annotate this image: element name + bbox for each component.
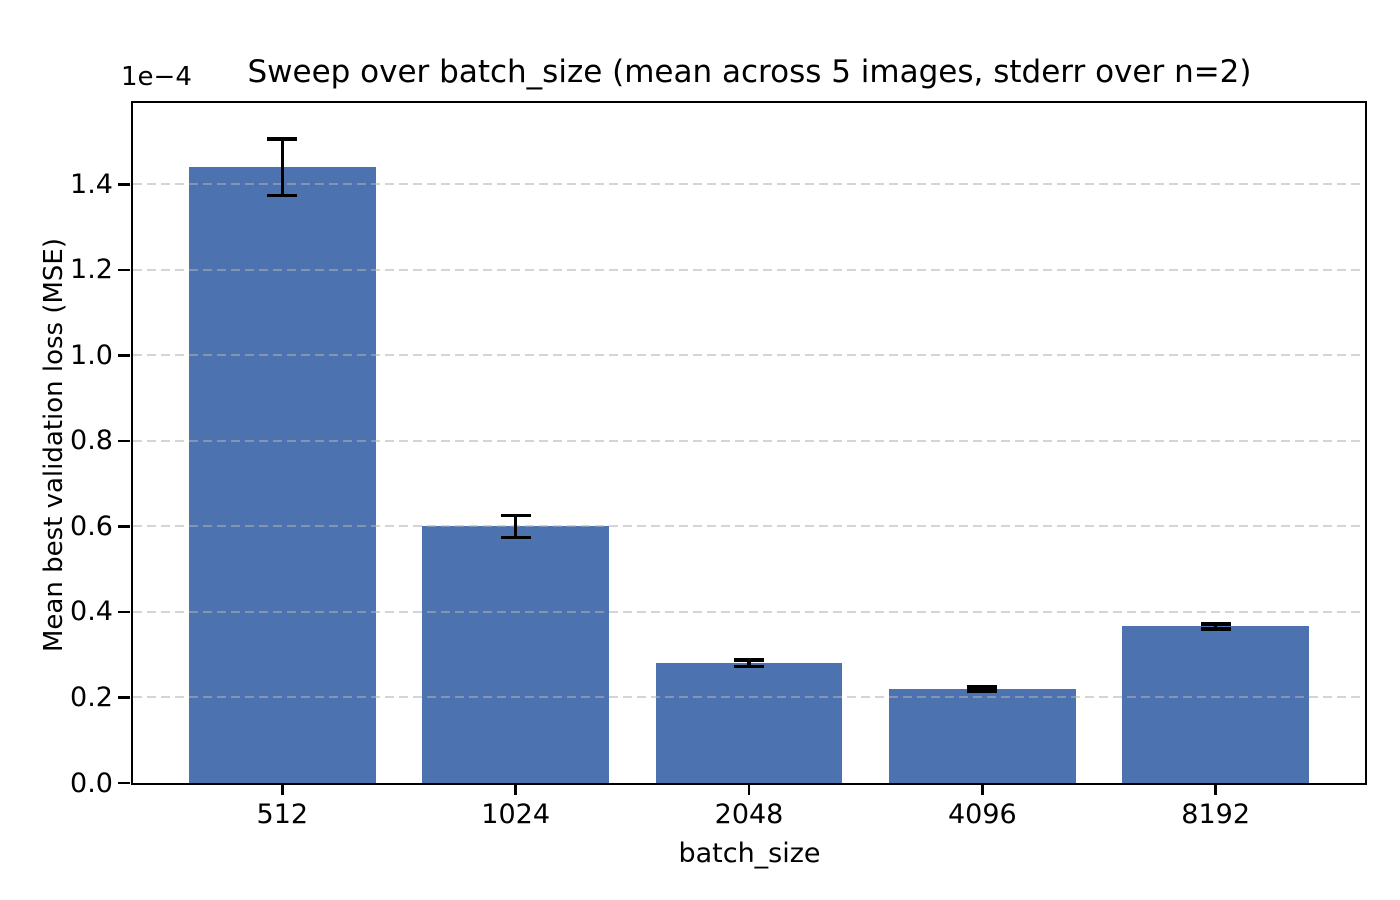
bar-1024 bbox=[422, 526, 609, 783]
error-bar-cap bbox=[734, 664, 764, 669]
y-tick-label: 0.8 bbox=[70, 425, 113, 457]
x-tick-mark bbox=[1214, 783, 1217, 795]
y-tick-label: 0.2 bbox=[70, 681, 113, 713]
y-tick-label: 1.0 bbox=[70, 339, 113, 371]
y-tick-mark bbox=[118, 696, 130, 699]
error-bar-line bbox=[513, 513, 518, 540]
error-bar-cap bbox=[967, 689, 998, 693]
y-tick-mark bbox=[118, 268, 130, 272]
error-bar-line bbox=[980, 685, 985, 693]
y-tick-label: 0.4 bbox=[70, 596, 113, 628]
gridline bbox=[133, 268, 1365, 271]
y-tick-mark bbox=[118, 183, 130, 186]
x-tick-mark bbox=[981, 783, 984, 795]
y-tick-label: 0.0 bbox=[70, 767, 113, 799]
y-tick-mark bbox=[118, 781, 130, 785]
y-tick-mark bbox=[118, 610, 130, 614]
error-bar-cap bbox=[734, 658, 764, 662]
x-axis-label: batch_size bbox=[678, 838, 821, 869]
x-tick-label: 1024 bbox=[481, 799, 551, 830]
x-tick-mark bbox=[747, 783, 751, 795]
y-tick-label: 0.6 bbox=[70, 510, 113, 542]
error-bar-cap bbox=[267, 193, 298, 198]
error-bar-cap bbox=[500, 535, 531, 540]
plot-area: 0.0 0.2 0.4 0.6 0.8 1.0 1.2 1.4 512 1024 2048 4096 8… bbox=[70, 101, 1367, 828]
error-bar-cap bbox=[967, 685, 998, 689]
gridline bbox=[133, 183, 1365, 186]
gridline bbox=[133, 525, 1365, 528]
error-bar-cap bbox=[267, 137, 298, 141]
y-tick-mark bbox=[118, 354, 130, 357]
chart-title: Sweep over batch_size (mean across 5 ima… bbox=[247, 54, 1252, 90]
y-tick-mark bbox=[118, 439, 130, 443]
y-axis-offset-text: 1e−4 bbox=[121, 62, 192, 92]
gridline bbox=[133, 610, 1365, 613]
x-tick-label: 2048 bbox=[714, 799, 784, 830]
error-bar-cap bbox=[500, 513, 531, 518]
y-tick-label: 1.2 bbox=[70, 254, 113, 286]
bar-4096 bbox=[889, 688, 1076, 783]
error-bar-line bbox=[1213, 622, 1218, 631]
bar-2048 bbox=[655, 663, 843, 783]
gridline bbox=[133, 439, 1365, 442]
x-tick-mark bbox=[281, 783, 284, 795]
error-bar-line bbox=[280, 137, 285, 198]
y-tick-mark bbox=[118, 525, 130, 528]
x-tick-label: 4096 bbox=[947, 799, 1017, 830]
gridline bbox=[133, 696, 1365, 699]
error-bar-line bbox=[747, 658, 751, 669]
x-tick-label: 512 bbox=[256, 799, 309, 830]
error-bar-cap bbox=[1200, 627, 1231, 631]
x-tick-label: 8192 bbox=[1181, 799, 1251, 830]
bar-512 bbox=[189, 167, 376, 783]
x-tick-mark bbox=[514, 783, 517, 795]
bar-8192 bbox=[1122, 626, 1309, 783]
gridline bbox=[133, 354, 1365, 357]
y-tick-label: 1.4 bbox=[70, 168, 113, 200]
error-bar-cap bbox=[1200, 622, 1231, 626]
